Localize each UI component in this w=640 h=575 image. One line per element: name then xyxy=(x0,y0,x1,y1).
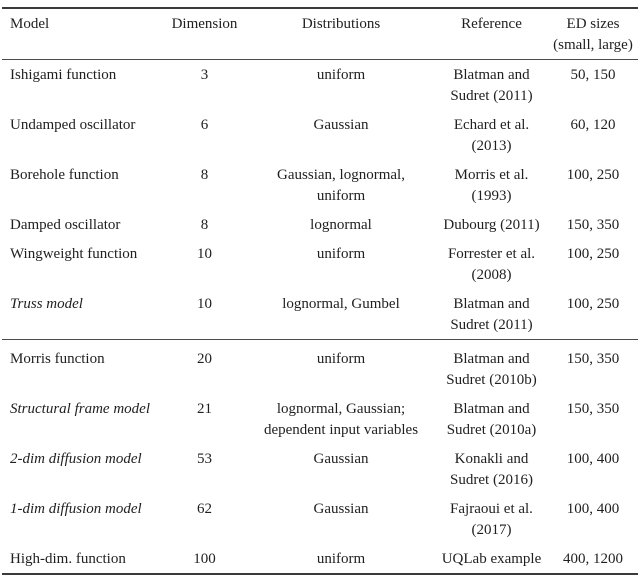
table-row-borehole: Borehole function 8 Gaussian, lognormal,… xyxy=(2,160,638,210)
cell-reference: Blatman and Sudret (2010b) xyxy=(435,339,548,394)
cell-dimension: 10 xyxy=(197,296,212,312)
cell-dimension: 8 xyxy=(200,217,209,233)
cell-model: Ishigami function xyxy=(10,67,117,83)
cell-ed-sizes: 100, 400 xyxy=(566,451,620,467)
table-row-damped-oscillator: Damped oscillator 8 lognormal Dubourg (2… xyxy=(2,210,638,239)
cell-model: Truss model xyxy=(10,296,83,312)
cell-ed-sizes: 100, 400 xyxy=(566,501,620,517)
table-row-morris: Morris function 20 uniform Blatman and S… xyxy=(2,339,638,394)
cell-model: Borehole function xyxy=(10,167,119,183)
table-row-undamped-oscillator: Undamped oscillator 6 Gaussian Echard et… xyxy=(2,110,638,160)
table-row-1dim-diffusion: 1-dim diffusion model 62 Gaussian Fajrao… xyxy=(2,494,638,544)
table-row-structural-frame: Structural frame model 21 lognormal, Gau… xyxy=(2,394,638,444)
table-row-truss: Truss model 10 lognormal, Gumbel Blatman… xyxy=(2,289,638,340)
col-header-ed-sizes: ED sizes (small, large) xyxy=(553,16,633,53)
cell-distributions: Gaussian, lognormal, uniform xyxy=(277,167,405,204)
cell-model: Damped oscillator xyxy=(10,217,121,233)
cell-dimension: 8 xyxy=(200,167,209,183)
cell-reference: Dubourg (2011) xyxy=(443,217,540,233)
cell-ed-sizes: 100, 250 xyxy=(566,167,620,183)
cell-ed-sizes: 150, 350 xyxy=(548,339,638,394)
cell-reference: Forrester et al. (2008) xyxy=(447,246,536,283)
cell-dimension: 62 xyxy=(197,501,212,517)
cell-ed-sizes: 150, 350 xyxy=(566,401,620,417)
table-body: Ishigami function 3 uniform Blatman and … xyxy=(2,60,638,575)
cell-dimension: 53 xyxy=(197,451,212,467)
cell-distributions: uniform xyxy=(316,246,366,262)
table-row-2dim-diffusion: 2-dim diffusion model 53 Gaussian Konakl… xyxy=(2,444,638,494)
cell-ed-sizes: 60, 120 xyxy=(570,117,616,133)
cell-dimension: 20 xyxy=(162,339,247,394)
cell-dimension: 100 xyxy=(193,551,216,567)
cell-distributions: lognormal, Gaussian; dependent input var… xyxy=(263,401,419,438)
col-header-model: Model xyxy=(10,16,50,32)
cell-ed-sizes: 400, 1200 xyxy=(563,551,623,567)
cell-reference: Blatman and Sudret (2010a) xyxy=(446,401,537,438)
cell-distributions: uniform xyxy=(316,67,366,83)
cell-reference: Blatman and Sudret (2011) xyxy=(450,296,533,333)
cell-model: High-dim. function xyxy=(10,551,126,567)
cell-reference: Fajraoui et al. (2017) xyxy=(450,501,533,538)
cell-reference: Blatman and Sudret (2011) xyxy=(450,67,533,104)
cell-reference: Morris et al. (1993) xyxy=(454,167,529,204)
cell-dimension: 3 xyxy=(200,67,209,83)
col-header-reference: Reference xyxy=(461,16,522,32)
benchmark-models-table: Model Dimension Distributions Reference … xyxy=(2,7,638,575)
table-row-ishigami: Ishigami function 3 uniform Blatman and … xyxy=(2,60,638,111)
table-row-high-dim: High-dim. function 100 uniform UQLab exa… xyxy=(2,544,638,574)
cell-ed-sizes: 150, 350 xyxy=(566,217,620,233)
cell-model: Morris function xyxy=(2,339,162,394)
cell-ed-sizes: 100, 250 xyxy=(566,246,620,262)
table-row-wingweight: Wingweight function 10 uniform Forrester… xyxy=(2,239,638,289)
header-row: Model Dimension Distributions Reference … xyxy=(2,8,638,60)
cell-dimension: 6 xyxy=(200,117,209,133)
col-header-distributions: Distributions xyxy=(301,16,381,32)
cell-model: 1-dim diffusion model xyxy=(10,501,142,517)
cell-distributions: uniform xyxy=(316,551,366,567)
cell-distributions: Gaussian xyxy=(313,501,369,517)
cell-reference: Echard et al. (2013) xyxy=(453,117,530,154)
cell-model: Undamped oscillator xyxy=(10,117,136,133)
cell-model: Structural frame model xyxy=(10,401,150,417)
cell-ed-sizes: 100, 250 xyxy=(566,296,620,312)
table-header: Model Dimension Distributions Reference … xyxy=(2,8,638,60)
cell-model: 2-dim diffusion model xyxy=(10,451,142,467)
cell-reference: Konakli and Sudret (2016) xyxy=(450,451,533,488)
cell-dimension: 10 xyxy=(197,246,212,262)
cell-reference: UQLab example xyxy=(441,551,542,567)
cell-dimension: 21 xyxy=(197,401,212,417)
cell-distributions: Gaussian xyxy=(313,117,369,133)
cell-distributions: Gaussian xyxy=(313,451,369,467)
cell-distributions: uniform xyxy=(247,339,435,394)
cell-ed-sizes: 50, 150 xyxy=(570,67,616,83)
cell-distributions: lognormal xyxy=(310,217,372,233)
cell-distributions: lognormal, Gumbel xyxy=(282,296,400,312)
cell-model: Wingweight function xyxy=(10,246,138,262)
col-header-dimension: Dimension xyxy=(171,16,238,32)
